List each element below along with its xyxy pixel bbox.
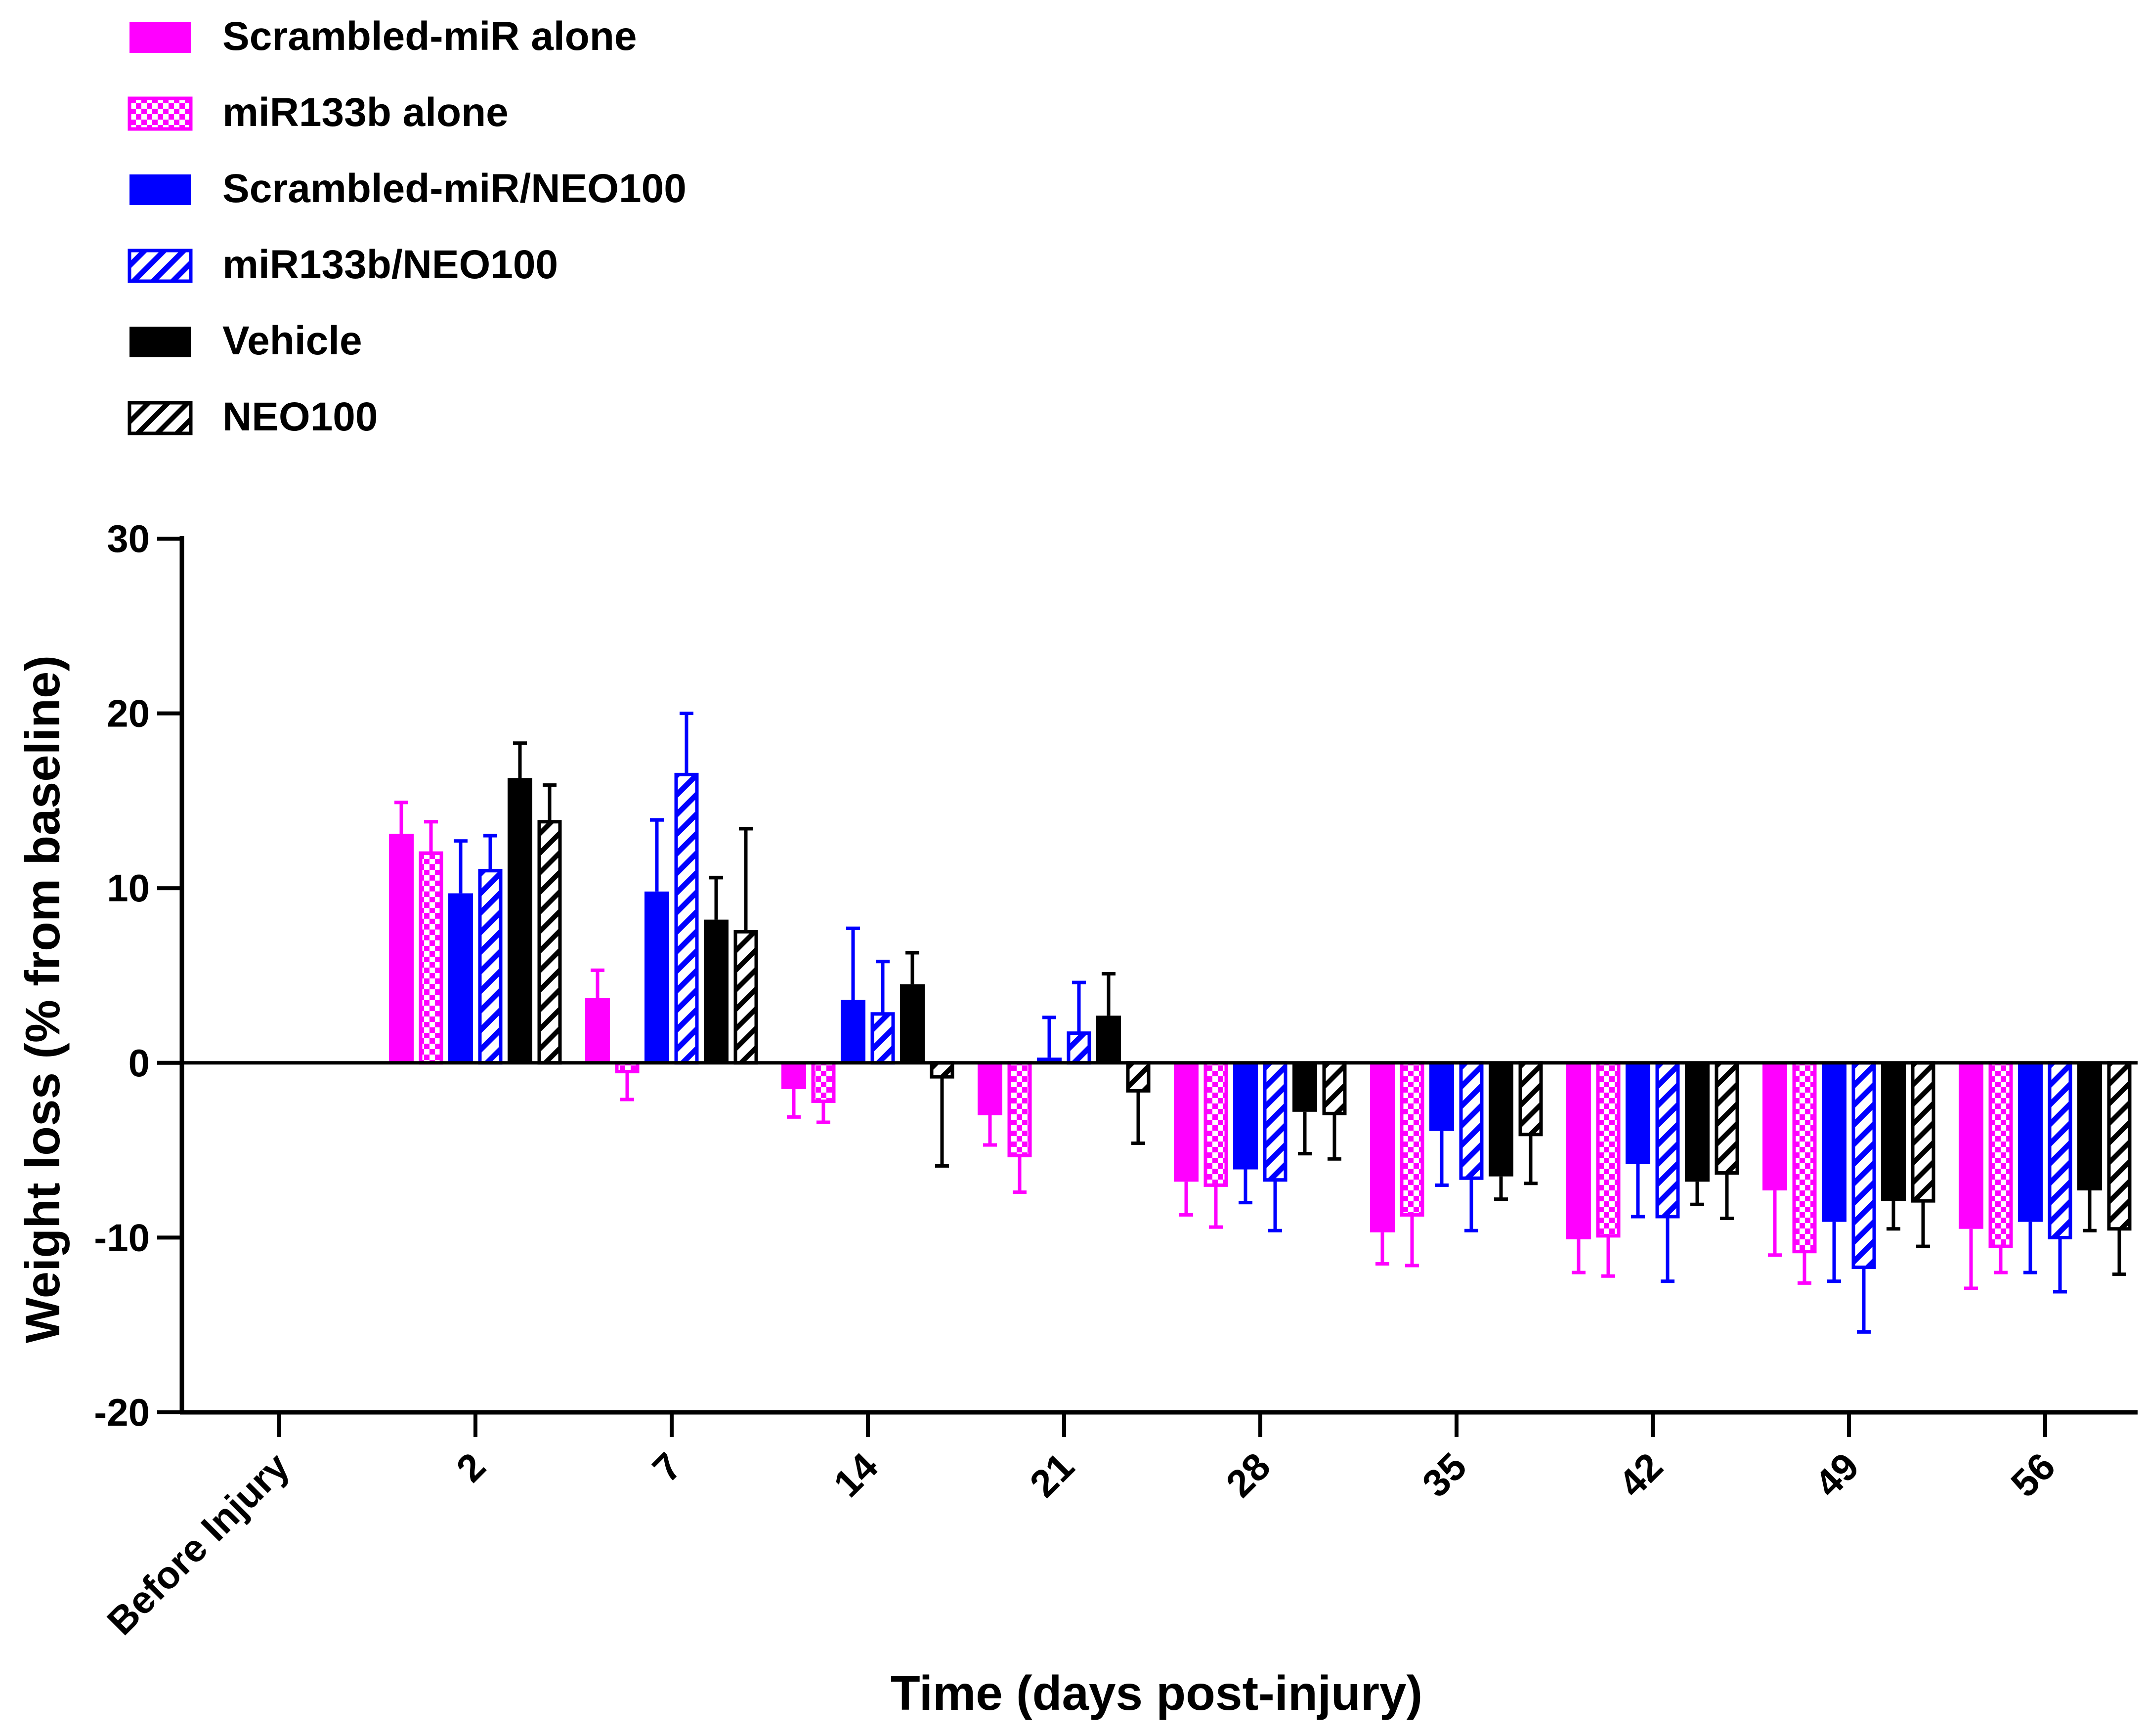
y-axis-title: Weight loss (% from baseline) — [15, 655, 70, 1343]
bar-vehicle-day-14 — [900, 984, 925, 1063]
y-tick-label: 10 — [107, 866, 150, 910]
x-tick-label-56: 56 — [2002, 1444, 2063, 1506]
legend-label-scrambled-mir-alone: Scrambled-miR alone — [222, 14, 637, 59]
legend-swatch-scrambled-mir-neo100 — [129, 174, 191, 205]
bar-mir133b-alone-day-2 — [419, 851, 443, 1065]
y-tick-label: -10 — [94, 1216, 150, 1259]
bar-mir133b-neo100-day-35 — [1459, 1061, 1484, 1180]
bar-mir133b-alone-day-21 — [1007, 1061, 1032, 1157]
bar-scrambled-mir-neo100-day-2 — [448, 893, 473, 1063]
x-tick-label-14: 14 — [825, 1444, 886, 1506]
bar-mir133b-neo100-day-28 — [1263, 1061, 1288, 1182]
bar-mir133b-alone-day-56 — [1988, 1061, 2013, 1248]
plot-area — [389, 712, 2132, 1334]
bar-vehicle-day-35 — [1489, 1062, 1513, 1177]
y-tick-label: 30 — [107, 517, 150, 560]
bar-vehicle-day-56 — [2077, 1062, 2102, 1190]
bar-vehicle-day-2 — [508, 778, 532, 1063]
y-tick-label: -20 — [94, 1391, 150, 1434]
bar-mir133b-neo100-day-42 — [1655, 1061, 1680, 1219]
x-tick-label-7: 7 — [644, 1444, 690, 1490]
bar-neo100-day-14 — [930, 1061, 954, 1079]
legend-swatch-mir133b-alone — [128, 96, 193, 131]
bar-neo100-day-42 — [1715, 1061, 1739, 1175]
bar-mir133b-alone-day-42 — [1596, 1061, 1621, 1238]
bar-mir133b-alone-day-14 — [811, 1061, 836, 1103]
bar-scrambled-mir-alone-day-35 — [1370, 1062, 1395, 1232]
bar-vehicle-day-42 — [1685, 1062, 1710, 1182]
bar-neo100-day-7 — [733, 930, 758, 1065]
x-tick-label-2: 2 — [448, 1444, 494, 1490]
legend-swatch-vehicle — [129, 327, 191, 357]
bar-scrambled-mir-alone-day-42 — [1566, 1062, 1591, 1239]
bar-mir133b-alone-day-49 — [1792, 1061, 1817, 1254]
x-tick-label-before-injury: Before Injury — [99, 1444, 298, 1643]
bar-scrambled-mir-neo100-day-35 — [1429, 1062, 1454, 1131]
bar-scrambled-mir-neo100-day-42 — [1626, 1062, 1650, 1164]
bar-mir133b-neo100-day-56 — [2048, 1061, 2072, 1239]
bar-scrambled-mir-neo100-day-7 — [644, 891, 669, 1063]
legend: Scrambled-miR alone miR133b alone Scramble… — [128, 14, 687, 439]
legend-label-mir133b-neo100: miR133b/NEO100 — [222, 242, 558, 287]
y-tick-label: 20 — [107, 692, 150, 735]
bar-neo100-day-56 — [2107, 1061, 2132, 1231]
bar-neo100-day-2 — [537, 820, 562, 1065]
x-tick-label-42: 42 — [1610, 1444, 1671, 1506]
bar-mir133b-alone-day-35 — [1400, 1061, 1424, 1217]
bar-neo100-day-49 — [1911, 1061, 1935, 1203]
legend-label-scrambled-mir-neo100: Scrambled-miR/NEO100 — [222, 166, 687, 211]
x-tick-label-35: 35 — [1414, 1444, 1475, 1506]
bar-scrambled-mir-alone-day-21 — [978, 1062, 1002, 1115]
bar-neo100-day-28 — [1322, 1061, 1347, 1115]
bar-scrambled-mir-neo100-day-14 — [841, 1000, 865, 1063]
bar-scrambled-mir-alone-day-56 — [1959, 1062, 1983, 1229]
bar-scrambled-mir-alone-day-2 — [389, 834, 414, 1063]
x-tick-label-49: 49 — [1806, 1444, 1867, 1506]
legend-swatch-mir133b-neo100 — [128, 249, 193, 283]
bar-scrambled-mir-alone-day-49 — [1762, 1062, 1787, 1190]
legend-swatch-scrambled-mir-alone — [129, 22, 191, 53]
y-tick-label: 0 — [129, 1041, 150, 1085]
bar-neo100-day-21 — [1126, 1061, 1151, 1093]
legend-swatch-neo100 — [128, 401, 193, 435]
bar-vehicle-day-7 — [704, 919, 729, 1063]
bar-mir133b-neo100-day-21 — [1067, 1031, 1091, 1065]
legend-label-vehicle: Vehicle — [222, 318, 362, 363]
bar-scrambled-mir-neo100-day-56 — [2018, 1062, 2043, 1222]
x-tick-label-21: 21 — [1021, 1444, 1082, 1506]
bar-scrambled-mir-neo100-day-49 — [1822, 1062, 1846, 1222]
bar-vehicle-day-21 — [1096, 1016, 1121, 1063]
bar-vehicle-day-49 — [1881, 1062, 1906, 1201]
legend-label-neo100: NEO100 — [222, 394, 378, 439]
bar-mir133b-neo100-day-7 — [674, 772, 699, 1065]
bar-vehicle-day-28 — [1292, 1062, 1317, 1112]
bar-scrambled-mir-alone-day-28 — [1174, 1062, 1199, 1182]
legend-label-mir133b-alone: miR133b alone — [222, 90, 509, 135]
bar-mir133b-neo100-day-49 — [1851, 1061, 1876, 1270]
x-axis-title: Time (days post-injury) — [891, 1666, 1422, 1720]
bar-scrambled-mir-neo100-day-28 — [1233, 1062, 1258, 1170]
bar-mir133b-neo100-day-2 — [478, 869, 503, 1065]
bar-mir133b-alone-day-28 — [1203, 1061, 1228, 1187]
bar-scrambled-mir-neo100-day-21 — [1037, 1058, 1062, 1063]
x-tick-label-28: 28 — [1217, 1444, 1279, 1506]
bar-mir133b-neo100-day-14 — [870, 1012, 895, 1065]
bar-scrambled-mir-alone-day-7 — [585, 998, 610, 1063]
bar-scrambled-mir-alone-day-14 — [781, 1062, 806, 1089]
bar-neo100-day-35 — [1518, 1061, 1543, 1137]
